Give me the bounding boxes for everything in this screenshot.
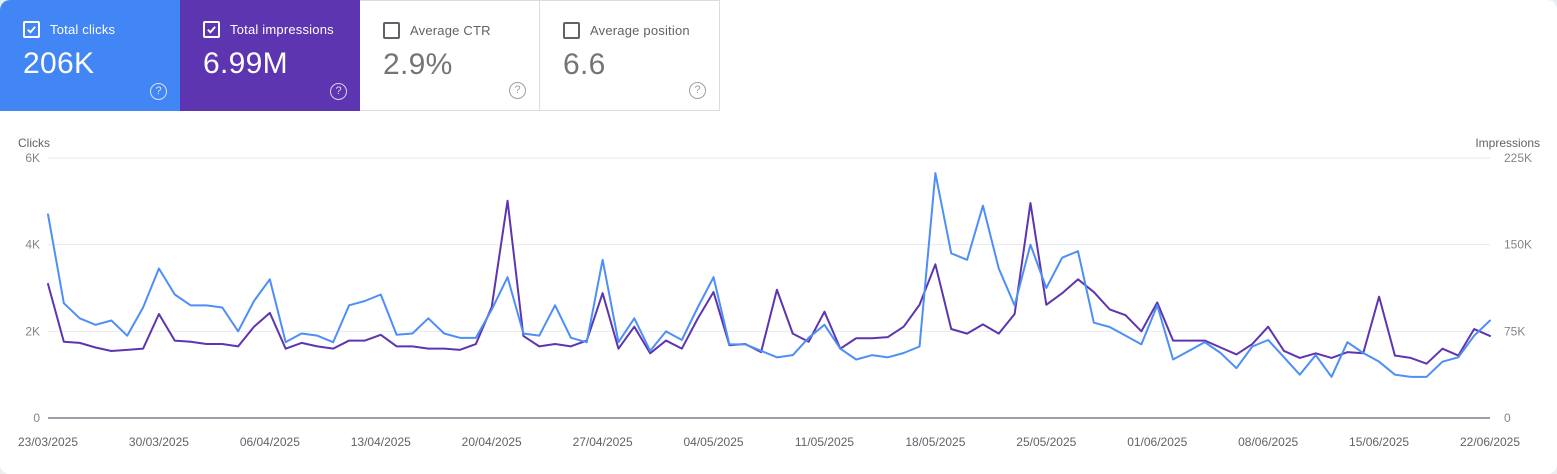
metric-card-value: 206K: [23, 47, 95, 80]
total-clicks-checkbox[interactable]: [23, 21, 40, 38]
metric-card-value: 6.99M: [203, 47, 288, 80]
metric-card-value: 6.6: [563, 48, 606, 81]
x-axis-date-label: 27/04/2025: [573, 435, 633, 449]
x-axis-date-label: 25/05/2025: [1016, 435, 1076, 449]
metric-card-total-clicks[interactable]: Total clicks 206K ?: [0, 0, 180, 111]
metric-card-label: Average position: [590, 23, 690, 38]
help-icon[interactable]: ?: [689, 82, 706, 99]
x-axis-date-label: 20/04/2025: [462, 435, 522, 449]
card-head: Total clicks: [23, 21, 180, 38]
help-icon[interactable]: ?: [150, 83, 167, 100]
card-head: Average position: [563, 22, 719, 39]
x-axis-date-label: 23/03/2025: [18, 435, 78, 449]
metrics-bar: Total clicks 206K ? Total impressions 6.…: [0, 0, 720, 111]
x-axis-date-label: 13/04/2025: [351, 435, 411, 449]
left-axis-title: Clicks: [18, 136, 50, 150]
help-icon[interactable]: ?: [509, 82, 526, 99]
x-axis-date-label: 15/06/2025: [1349, 435, 1409, 449]
x-axis-date-label: 11/05/2025: [795, 435, 854, 449]
metric-card-average-position[interactable]: Average position 6.6 ?: [540, 0, 720, 111]
average-position-checkbox[interactable]: [563, 22, 580, 39]
impressions-line: [47, 199, 1491, 365]
metric-card-label: Total clicks: [50, 22, 116, 37]
x-axis-date-label: 22/06/2025: [1460, 435, 1520, 449]
help-icon[interactable]: ?: [330, 83, 347, 100]
right-axis-tick: 75K: [1504, 324, 1525, 338]
card-head: Average CTR: [383, 22, 539, 39]
x-axis-date-label: 18/05/2025: [905, 435, 965, 449]
metric-card-average-ctr[interactable]: Average CTR 2.9% ?: [360, 0, 540, 111]
right-axis-title: Impressions: [1475, 136, 1540, 150]
x-axis-date-label: 08/06/2025: [1238, 435, 1298, 449]
x-axis-date-label: 30/03/2025: [129, 435, 189, 449]
x-axis-date-label: 01/06/2025: [1127, 435, 1187, 449]
average-ctr-checkbox[interactable]: [383, 22, 400, 39]
left-axis-tick: 4K: [25, 238, 40, 252]
metric-card-value: 2.9%: [383, 48, 453, 81]
checkmark-icon: [207, 26, 216, 34]
right-axis-tick: 225K: [1504, 151, 1532, 165]
left-axis-tick: 0: [33, 411, 40, 425]
clicks-line: [47, 172, 1491, 378]
checkmark-icon: [27, 26, 36, 34]
metric-card-total-impressions[interactable]: Total impressions 6.99M ?: [180, 0, 360, 111]
total-impressions-checkbox[interactable]: [203, 21, 220, 38]
x-axis-date-label: 04/05/2025: [684, 435, 744, 449]
right-axis-tick: 0: [1504, 411, 1511, 425]
left-axis-tick: 6K: [25, 151, 40, 165]
right-axis-tick: 150K: [1504, 238, 1532, 252]
left-axis-tick: 2K: [25, 324, 40, 338]
card-head: Total impressions: [203, 21, 360, 38]
metric-card-label: Average CTR: [410, 23, 491, 38]
x-axis-date-label: 06/04/2025: [240, 435, 300, 449]
metric-card-label: Total impressions: [230, 22, 334, 37]
